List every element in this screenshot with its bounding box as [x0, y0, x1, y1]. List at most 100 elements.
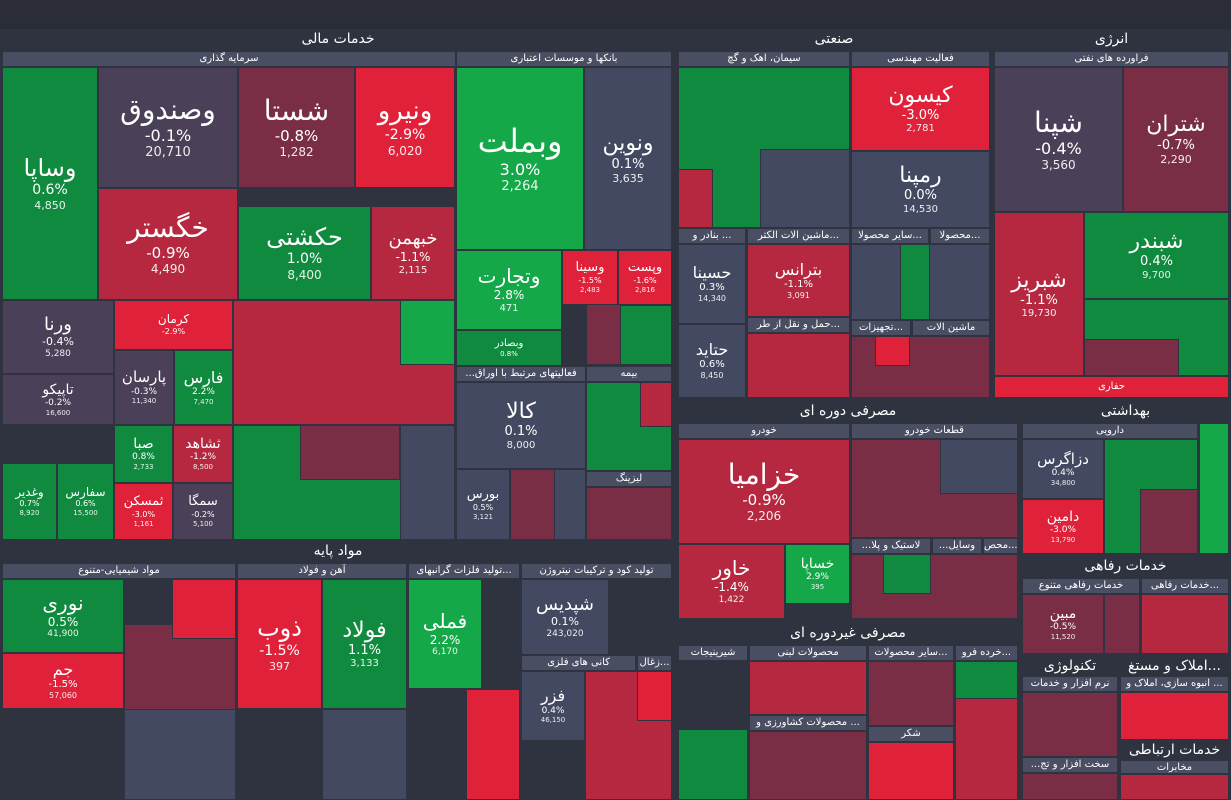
tile-shabriz[interactable]: شبریز -1.1% 19,730: [994, 212, 1084, 376]
tile-bourse[interactable]: بورس 0.5% 3,121: [456, 469, 510, 540]
industry-header-ports[interactable]: بنادر و ...: [678, 228, 746, 244]
sector-header-cyclical[interactable]: مصرفی دوره ای: [799, 403, 897, 419]
tile-vghadir[interactable]: وغدیر 0.7% 8,920: [2, 463, 57, 540]
industry-header-coal[interactable]: زغال...: [637, 655, 672, 671]
tile-noori[interactable]: نوری 0.5% 41,900: [2, 579, 124, 653]
industry-header-leasing[interactable]: لیزینگ: [586, 471, 672, 487]
filler-agri[interactable]: [749, 731, 867, 800]
filler-welfare2[interactable]: [1141, 594, 1229, 654]
filler-transport-small[interactable]: [747, 333, 850, 398]
industry-header-cement[interactable]: سیمان، اهک و گچ: [678, 51, 850, 67]
industry-header-auto[interactable]: خودرو: [678, 423, 850, 439]
filler-financial-small-3[interactable]: [300, 425, 400, 480]
tile-rampana[interactable]: رمپنا 0.0% 14,530: [851, 151, 990, 228]
filler-fin-related-small-2[interactable]: [510, 469, 555, 540]
filler-cement-3[interactable]: [678, 169, 713, 228]
sector-header-health[interactable]: بهداشتی: [1100, 403, 1151, 419]
industry-header-welfare-misc[interactable]: خدمات رفاهی متنوع: [1022, 578, 1140, 594]
filler-oil-small-2[interactable]: [1084, 339, 1179, 376]
filler-chemical-small-3[interactable]: [172, 579, 236, 639]
filler-financial-small-4[interactable]: [400, 425, 455, 540]
tile-vnovin[interactable]: ونوین 0.1% 3,635: [584, 67, 672, 250]
industry-header-telecoms[interactable]: مخابرات: [1120, 760, 1229, 774]
industry-header-retail[interactable]: خرده فرو...: [955, 645, 1018, 661]
filler-construction[interactable]: [1120, 692, 1229, 740]
filler-cement-2[interactable]: [760, 149, 850, 228]
filler-metals-small[interactable]: [466, 689, 520, 800]
filler-other-prod2[interactable]: [868, 661, 954, 726]
tile-vtejarat[interactable]: وتجارت 2.8% 471: [456, 250, 562, 330]
industry-header-dairy[interactable]: محصولات لبنی: [749, 645, 867, 661]
tile-khesapa[interactable]: خساپا 2.9% 395: [785, 544, 850, 604]
industry-header-equipment[interactable]: تجهیزات...: [851, 320, 911, 336]
tile-vbsader[interactable]: وبصادر 0.8%: [456, 330, 562, 366]
tile-zob[interactable]: ذوب -1.5% 397: [237, 579, 322, 709]
tile-hatayd[interactable]: حتاید 0.6% 8,450: [678, 324, 746, 398]
industry-header-products[interactable]: محصولا...: [930, 228, 990, 244]
industry-header-elec-machines[interactable]: ماشین الات الکتر...: [747, 228, 850, 244]
sector-header-telecom[interactable]: خدمات ارتباطی: [1128, 742, 1221, 758]
tile-vniroo[interactable]: ونیرو -2.9% 6,020: [355, 67, 455, 188]
filler-machinery-small[interactable]: [851, 336, 990, 398]
sector-header-industry[interactable]: صنعتی: [814, 31, 854, 47]
industry-header-engineering[interactable]: فعالیت مهندسی: [851, 51, 990, 67]
filler-engineering-small-2[interactable]: [900, 244, 930, 320]
tile-fazar[interactable]: فزر 0.4% 46,150: [521, 671, 585, 741]
tile-khbahman[interactable]: خبهمن -1.1% 2,115: [371, 206, 455, 300]
filler-software2[interactable]: [1022, 773, 1118, 800]
filler-financial-small-5[interactable]: [400, 300, 455, 365]
tile-betrans[interactable]: بترانس -1.1% 3,091: [747, 244, 850, 317]
industry-header-oil-products[interactable]: فراورده های نفتی: [994, 51, 1229, 67]
industry-header-welfare2[interactable]: خدمات رفاهی...: [1141, 578, 1229, 594]
filler-sweets[interactable]: [678, 729, 748, 800]
filler-software[interactable]: [1022, 692, 1118, 757]
filler-retail-2[interactable]: [955, 661, 1018, 699]
filler-telecoms[interactable]: [1120, 774, 1229, 800]
tile-fameli[interactable]: فملی 2.2% 6,170: [408, 579, 482, 689]
industry-header-rubber[interactable]: ...لاستیک و پلا: [851, 538, 931, 554]
industry-header-machinery[interactable]: ماشین الات: [912, 320, 990, 336]
sector-header-tech[interactable]: تکنولوژی: [1043, 658, 1097, 674]
industry-header-metal-ores[interactable]: کانی های فلزی: [521, 655, 636, 671]
tile-saba[interactable]: صبا 0.8% 2,733: [114, 425, 173, 483]
industry-header-prod[interactable]: محص...: [983, 538, 1018, 554]
filler-pharma-2[interactable]: [1140, 489, 1198, 554]
tile-fars[interactable]: فارس 2.2% 7,470: [174, 350, 233, 425]
tile-khavar[interactable]: خاور -1.4% 1,422: [678, 544, 785, 619]
tile-parsan[interactable]: پارسان -0.3% 11,340: [114, 350, 174, 425]
tile-vbemellat[interactable]: وبملت 3.0% 2,264: [456, 67, 584, 250]
filler-banks-small-2[interactable]: [620, 305, 672, 365]
sector-header-welfare[interactable]: خدمات رفاهی: [1084, 558, 1167, 574]
sector-header-basic[interactable]: مواد پایه: [313, 543, 363, 559]
filler-sugar[interactable]: [868, 742, 954, 800]
industry-header-steel[interactable]: آهن و فولاد: [237, 563, 407, 579]
tile-hasina[interactable]: حسینا 0.3% 14,340: [678, 244, 746, 324]
tile-damin[interactable]: دامین -3.0% 13,790: [1022, 499, 1104, 554]
industry-header-sugar[interactable]: شکر: [868, 726, 954, 742]
industry-header-chemical[interactable]: مواد شیمیایی-متنوع: [2, 563, 236, 579]
industry-header-fertilizer[interactable]: تولید کود و ترکیبات نیتروژن: [521, 563, 672, 579]
industry-header-drilling[interactable]: حفاری: [994, 376, 1229, 398]
tile-khazamia[interactable]: خزامیا -0.9% 2,206: [678, 439, 850, 544]
industry-header-insurance[interactable]: بیمه: [586, 366, 672, 382]
tile-varna[interactable]: ورنا -0.4% 5,280: [2, 300, 114, 374]
filler-rubber-2[interactable]: [883, 554, 931, 594]
sector-header-noncyclical[interactable]: مصرفی غیردوره ای: [790, 625, 906, 641]
tile-vpost[interactable]: وپست -1.6% 2,816: [618, 250, 672, 305]
industry-header-auto-parts[interactable]: قطعات خودرو: [851, 423, 1018, 439]
tile-kala[interactable]: کالا 0.1% 8,000: [456, 382, 586, 469]
sector-header-energy[interactable]: انرژی: [1094, 31, 1129, 47]
sector-header-financial[interactable]: خدمات مالی: [301, 31, 375, 47]
filler-dairy[interactable]: [749, 661, 867, 715]
filler-machinery-small-2[interactable]: [875, 336, 910, 366]
industry-header-metals[interactable]: تولید فلزات گرانبهای...: [408, 563, 520, 579]
tile-vsapa[interactable]: وساپا 0.6% 4,850: [2, 67, 98, 300]
tile-kerman[interactable]: کرمان -2.9%: [114, 300, 233, 350]
industry-header-transport[interactable]: حمل و نقل از طر...: [747, 317, 850, 333]
industry-header-pharma[interactable]: دارویی: [1022, 423, 1198, 439]
tile-tapiko[interactable]: تاپیکو -0.2% 16,600: [2, 374, 114, 425]
tile-vsandogh[interactable]: وصندوق -0.1% 20,710: [98, 67, 238, 188]
filler-ores-small-2[interactable]: [637, 671, 672, 721]
industry-header-software2[interactable]: ...سخت افزار و تج: [1022, 757, 1118, 773]
industry-header-financial-related[interactable]: ...فعالیتهای مرتبط با اوراق: [456, 366, 586, 382]
